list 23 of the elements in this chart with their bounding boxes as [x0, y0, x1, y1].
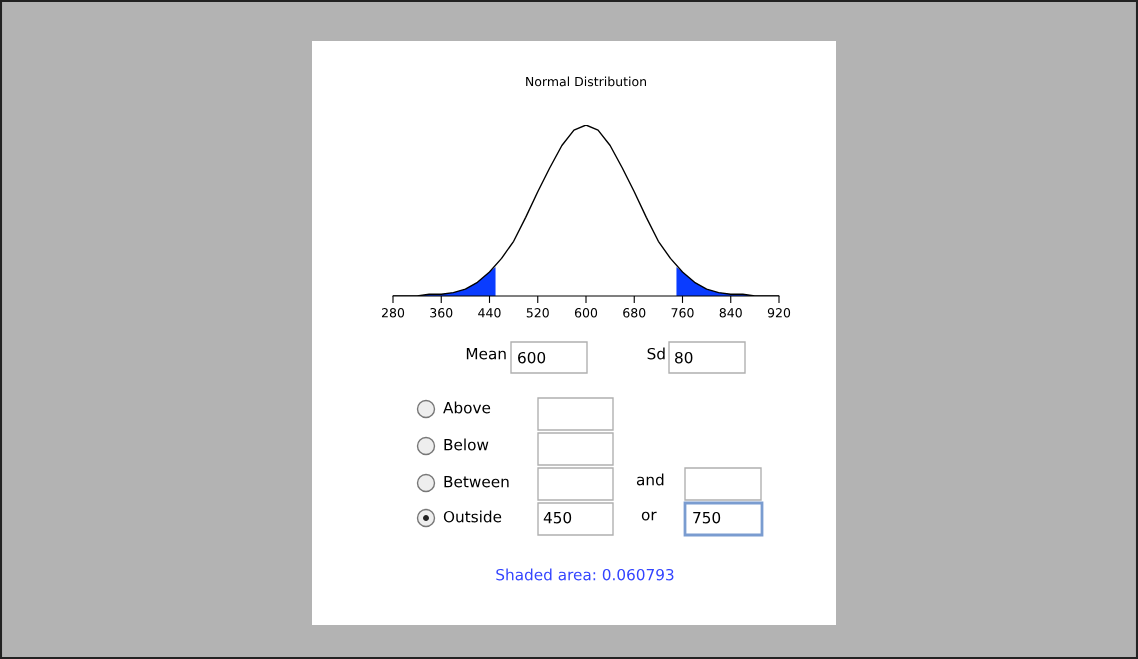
text: or: [641, 511, 657, 521]
text: and: [636, 473, 664, 486]
x-tick-label: 680: [623, 308, 646, 318]
text: 450: [543, 511, 572, 524]
text: Outside: [443, 510, 502, 523]
chart-title: Normal Distribution: [526, 76, 646, 87]
text: Below: [444, 438, 489, 451]
x-tick-label: 760: [671, 308, 694, 318]
text: Above: [443, 401, 491, 414]
text: Between: [444, 476, 509, 488]
x-tick-label: 600: [574, 308, 598, 318]
x-tick-label: 520: [526, 308, 549, 318]
text: 600: [518, 351, 546, 364]
x-tick-label: 840: [719, 308, 742, 318]
text: Shaded area: 0.060793: [496, 568, 674, 581]
text: Sd: [647, 347, 665, 360]
text: Mean: [466, 348, 506, 360]
x-tick-label: 360: [430, 308, 453, 318]
text: 750: [693, 511, 721, 524]
x-tick-label: 920: [767, 308, 791, 318]
x-tick-label: 440: [478, 308, 501, 318]
text: 80: [675, 351, 693, 364]
x-tick-label: 280: [381, 308, 405, 318]
